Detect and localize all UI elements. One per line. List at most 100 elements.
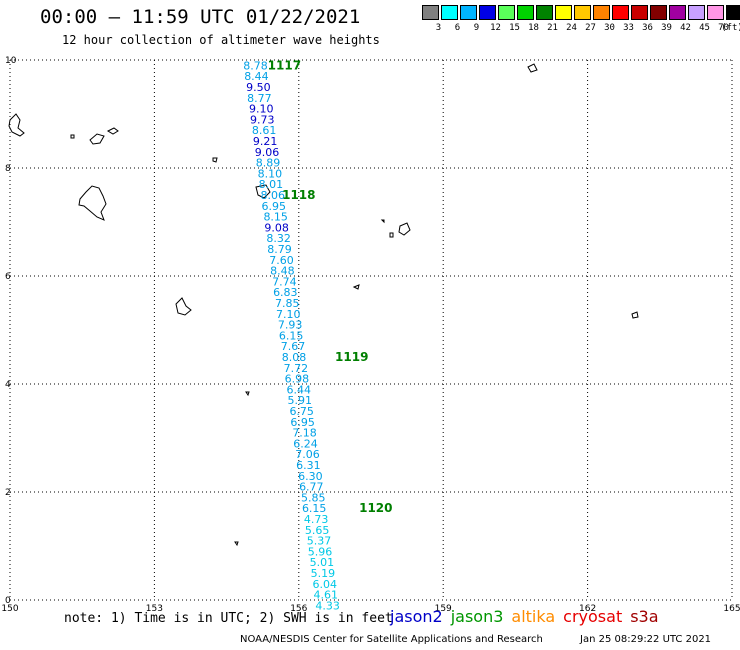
wave-height-value: 6.24 xyxy=(293,437,318,450)
wave-height-value: 9.10 xyxy=(249,103,274,116)
wave-height-value: 7.18 xyxy=(292,427,317,440)
colorbar-swatch xyxy=(574,5,591,20)
wave-height-value: 7.06 xyxy=(295,448,320,461)
colorbar-swatch xyxy=(555,5,572,20)
wave-height-value: 9.73 xyxy=(250,113,275,126)
wave-height-value: 7.85 xyxy=(275,297,300,310)
mission-legend: jason2 jason3 altika cryosat s3a xyxy=(390,607,667,626)
colorbar-label: 42 xyxy=(680,23,691,33)
wave-height-value: 5.65 xyxy=(305,524,330,537)
mission-legend-item: jason2 xyxy=(390,607,443,626)
orbit-labels: 1117 1118 1119 1120 xyxy=(268,58,393,515)
y-tick-label: 6 xyxy=(5,272,11,282)
wave-height-value: 6.30 xyxy=(298,470,323,483)
wave-height-value: 6.98 xyxy=(285,373,310,386)
orbit-number-label: 1120 xyxy=(359,501,392,515)
wave-height-value: 8.08 xyxy=(282,351,307,364)
island-outline xyxy=(389,232,394,238)
colorbar-unit: (ft) xyxy=(721,23,740,33)
colorbar-swatch xyxy=(669,5,686,20)
island-outline xyxy=(106,127,119,135)
island-outline xyxy=(255,184,271,199)
colorbar-label: 24 xyxy=(566,23,577,33)
colorbar-swatch xyxy=(460,5,477,20)
x-tick-label: 150 xyxy=(1,604,18,614)
orbit-number-label: 1119 xyxy=(335,350,368,364)
wave-height-value: 8.89 xyxy=(256,157,281,170)
wave-height-value: 7.60 xyxy=(269,254,294,267)
wave-height-value: 7.67 xyxy=(281,340,306,353)
wave-height-value: 8.15 xyxy=(263,211,288,224)
island-outline xyxy=(380,219,385,224)
footer-note: note: 1) Time is in UTC; 2) SWH is in fe… xyxy=(64,611,393,626)
wave-height-value: 8.77 xyxy=(247,92,272,105)
x-tick-label: 162 xyxy=(579,604,596,614)
y-tick-label: 8 xyxy=(5,164,11,174)
wave-height-value: 8.06 xyxy=(261,189,286,202)
colorbar-label: 6 xyxy=(454,23,461,33)
wave-height-value: 8.79 xyxy=(267,243,292,256)
island-outline xyxy=(70,134,75,139)
colorbar-label: 3 xyxy=(435,23,442,33)
wave-height-value: 6.77 xyxy=(299,481,324,494)
wave-height-value: 5.01 xyxy=(310,556,335,569)
island-outline xyxy=(78,185,107,221)
wave-height-value: 8.32 xyxy=(266,232,291,245)
wave-height-value: 9.21 xyxy=(253,135,278,148)
wave-height-value: 6.44 xyxy=(287,383,312,396)
wave-height-value: 6.31 xyxy=(296,459,321,472)
colorbar-swatch xyxy=(441,5,458,20)
wave-height-value: 9.50 xyxy=(246,81,271,94)
y-tick-label: 0 xyxy=(5,596,11,606)
wave-height-value: 7.72 xyxy=(284,362,309,375)
footer-timestamp: Jan 25 08:29:22 UTC 2021 xyxy=(580,634,712,645)
island-outline xyxy=(89,133,105,145)
orbit-number-label: 1117 xyxy=(268,58,301,72)
wave-height-value: 8.10 xyxy=(258,167,283,180)
colorbar-swatch xyxy=(650,5,667,20)
island-outline xyxy=(175,297,192,316)
wave-height-value: 6.15 xyxy=(302,502,327,515)
island-outline xyxy=(8,113,25,137)
colorbar-label: 39 xyxy=(661,23,672,33)
wave-height-value: 8.61 xyxy=(252,124,277,137)
island-outlines xyxy=(8,63,639,547)
island-outline xyxy=(527,63,538,73)
wave-height-value: 8.01 xyxy=(259,178,284,191)
colorbar-label: 33 xyxy=(623,23,634,33)
wave-height-value: 9.08 xyxy=(264,221,289,234)
orbit-number-label: 1118 xyxy=(282,188,315,202)
wave-height-value: 4.61 xyxy=(314,589,339,602)
y-tick-label: 2 xyxy=(5,488,11,498)
y-tick-label: 4 xyxy=(5,380,11,390)
wave-height-value: 6.75 xyxy=(289,405,314,418)
colorbar-label: 27 xyxy=(585,23,596,33)
wave-height-value: 4.73 xyxy=(304,513,329,526)
island-outline xyxy=(398,222,411,236)
colorbar-swatch xyxy=(593,5,610,20)
wave-height-value: 6.95 xyxy=(290,416,315,429)
wave-height-value: 8.78 xyxy=(243,59,268,72)
island-outline xyxy=(234,541,239,547)
wave-height-value: 5.19 xyxy=(311,567,336,580)
colorbar-swatch xyxy=(688,5,705,20)
colorbar-label: 70 xyxy=(718,23,729,33)
wave-height-value: 5.96 xyxy=(308,545,333,558)
colorbar-label: 36 xyxy=(642,23,653,33)
mission-legend-item: altika xyxy=(511,607,556,626)
wave-height-track: 8.788.449.508.779.109.738.619.219.068.89… xyxy=(243,59,340,612)
colorbar-label: 30 xyxy=(604,23,615,33)
colorbar-label: 21 xyxy=(547,23,558,33)
map-grid xyxy=(9,59,733,601)
x-tick-label: 159 xyxy=(435,604,452,614)
wave-height-value: 5.91 xyxy=(288,394,313,407)
wave-height-value: 4.33 xyxy=(315,599,340,612)
wave-height-value: 7.93 xyxy=(278,319,303,332)
colorbar-swatch xyxy=(726,5,740,20)
colorbar-swatch xyxy=(479,5,496,20)
wave-height-value: 6.04 xyxy=(313,578,338,591)
mission-legend-item: jason3 xyxy=(450,607,504,626)
mission-legend-item: s3a xyxy=(630,607,659,626)
colorbar-swatch xyxy=(612,5,629,20)
